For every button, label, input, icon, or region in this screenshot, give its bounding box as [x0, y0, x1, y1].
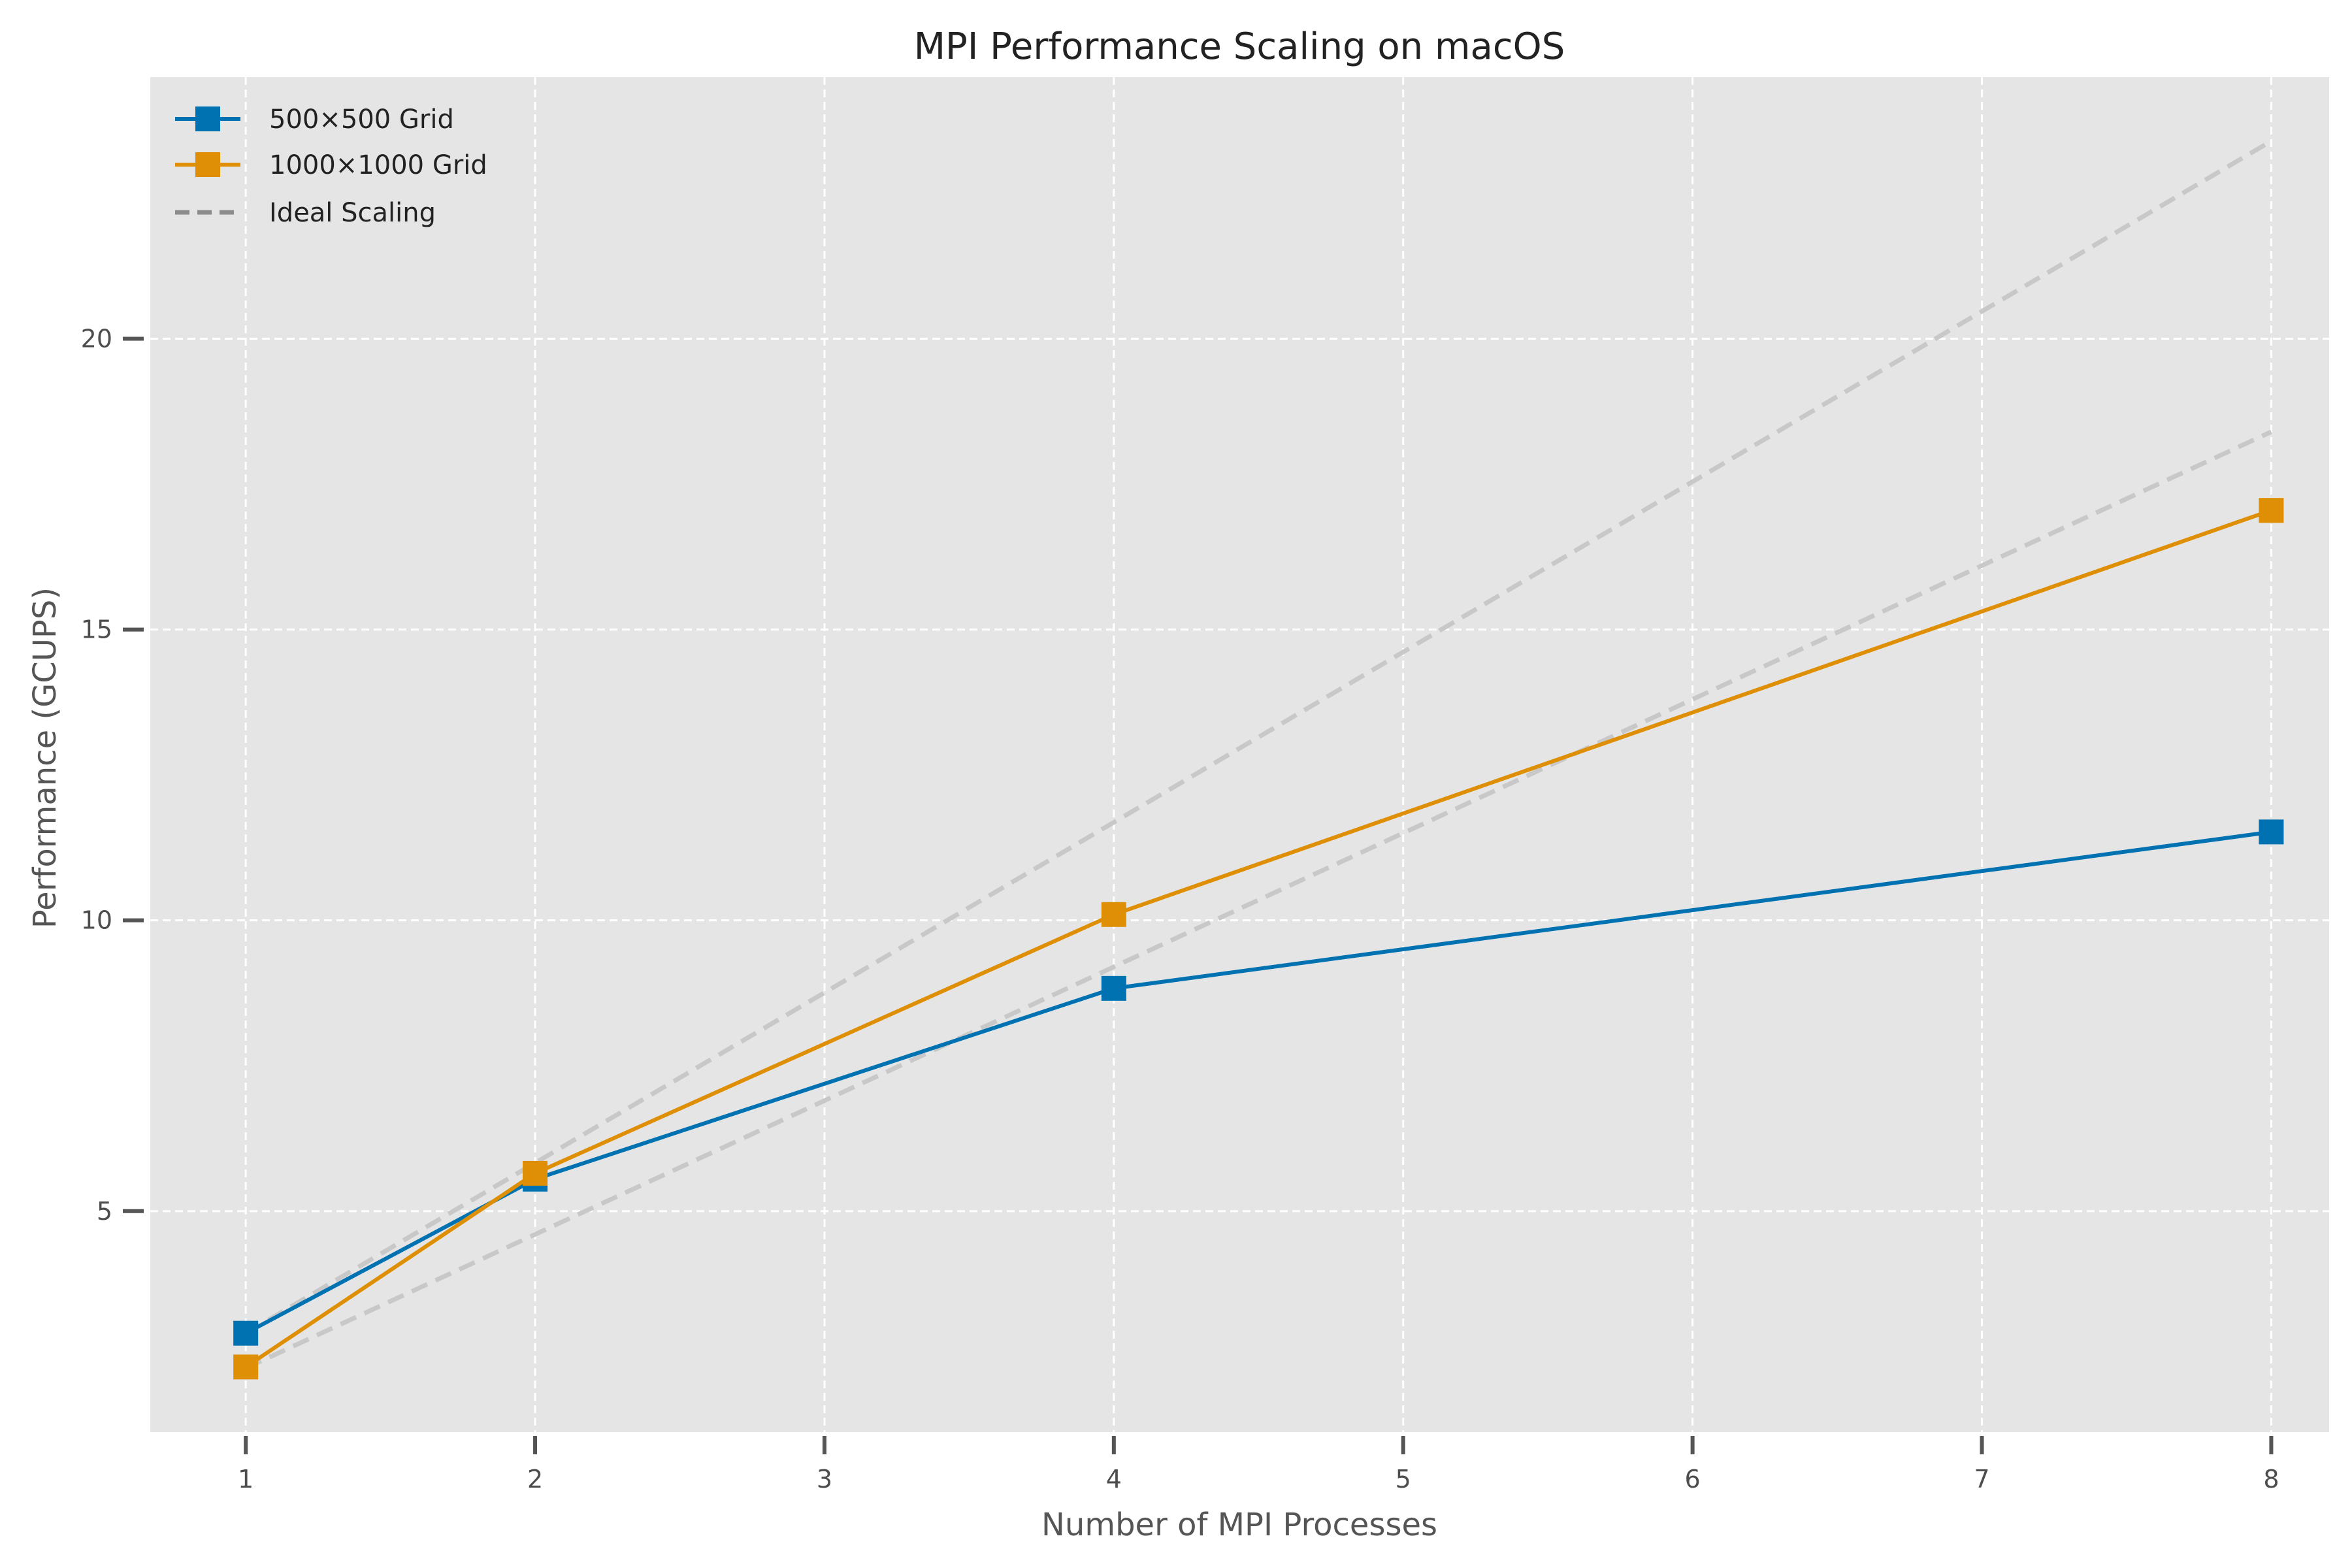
data-point: [523, 1160, 548, 1186]
y-tick-label: 15: [81, 615, 112, 644]
x-tick-label: 8: [2263, 1465, 2279, 1494]
x-tick-label: 6: [1685, 1465, 1701, 1494]
ideal-scaling-line-secondary: [244, 429, 2272, 1371]
series-0: [233, 819, 2284, 1346]
plot-area: 1 2 3 4 5 6 7 8 5 10 15 20 500×500 Grid 1000×1000 Gri…: [81, 77, 2329, 1494]
legend-marker: [195, 152, 220, 177]
data-point: [2259, 498, 2284, 523]
legend: 500×500 Grid 1000×1000 Grid Ideal Scaling: [175, 105, 487, 228]
series-line: [244, 830, 2272, 1335]
plot-background: [150, 77, 2329, 1432]
y-tick-label: 20: [81, 325, 112, 353]
y-tick-label: 5: [97, 1197, 112, 1226]
x-tick-label: 4: [1106, 1465, 1122, 1494]
series-1: [233, 498, 2284, 1380]
x-axis-label: Number of MPI Processes: [1041, 1507, 1437, 1543]
series-line: [244, 508, 2272, 1369]
data-point: [233, 1320, 259, 1346]
data-point: [2259, 819, 2284, 845]
legend-label: 500×500 Grid: [269, 105, 454, 135]
y-axis-label: Performance (GCUPS): [27, 587, 63, 928]
data-point: [233, 1354, 259, 1380]
data-point: [1101, 902, 1126, 927]
x-tick-label: 2: [527, 1465, 543, 1494]
legend-label: 1000×1000 Grid: [269, 150, 487, 180]
y-tick-label: 10: [81, 906, 112, 935]
x-tick-label: 3: [817, 1465, 832, 1494]
chart-title: MPI Performance Scaling on macOS: [914, 25, 1565, 68]
data-point: [1101, 975, 1126, 1001]
x-tick-label: 5: [1396, 1465, 1411, 1494]
legend-label: Ideal Scaling: [269, 198, 436, 228]
x-tick-label: 7: [1974, 1465, 1989, 1494]
x-tick-label: 1: [238, 1465, 253, 1494]
legend-marker: [195, 106, 220, 131]
